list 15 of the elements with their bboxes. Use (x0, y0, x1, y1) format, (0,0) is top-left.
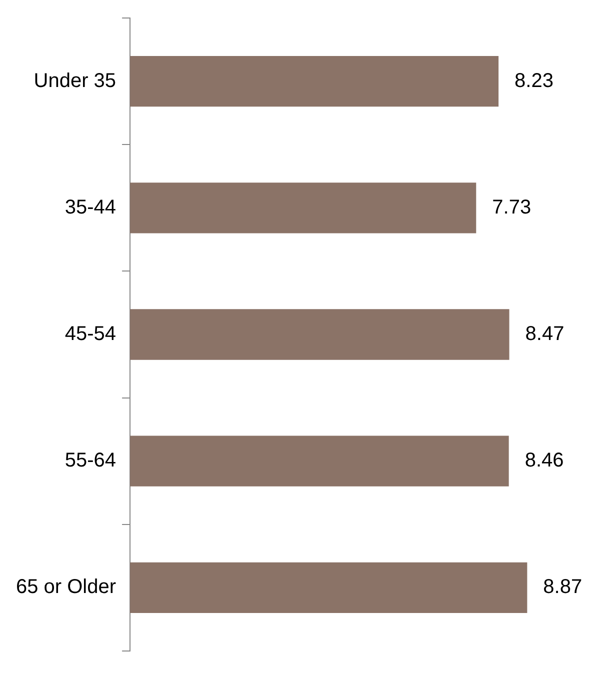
y-tick-label: 45-54 (64, 323, 116, 346)
bar (130, 309, 510, 360)
data-label: 8.23 (514, 70, 554, 92)
data-label: 8.46 (524, 450, 564, 472)
y-tick-label: 35-44 (64, 196, 116, 218)
data-label: 7.73 (492, 196, 532, 218)
bar (130, 436, 509, 486)
y-tick-label: Under 35 (34, 70, 116, 92)
y-tick-label: 55-64 (64, 450, 116, 472)
bar (130, 562, 528, 614)
data-label: 8.47 (525, 323, 564, 346)
bar (130, 56, 499, 107)
data-label: 8.87 (543, 576, 582, 598)
y-tick-label: 65 or Older (16, 576, 116, 598)
bar (130, 182, 476, 234)
